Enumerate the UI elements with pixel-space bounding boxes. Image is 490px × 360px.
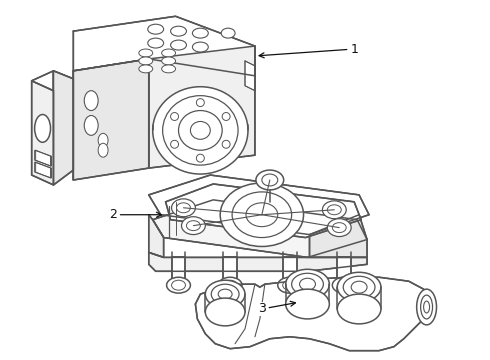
Ellipse shape <box>98 133 108 147</box>
Ellipse shape <box>181 217 205 235</box>
Polygon shape <box>149 252 367 271</box>
Ellipse shape <box>193 42 208 52</box>
Ellipse shape <box>176 203 191 213</box>
Ellipse shape <box>322 201 346 219</box>
Polygon shape <box>283 257 296 282</box>
Ellipse shape <box>139 65 153 73</box>
Ellipse shape <box>420 295 433 319</box>
Polygon shape <box>149 46 255 168</box>
Polygon shape <box>337 257 351 282</box>
Ellipse shape <box>220 183 303 247</box>
Ellipse shape <box>211 284 239 304</box>
Ellipse shape <box>424 301 430 313</box>
Ellipse shape <box>35 114 50 142</box>
Ellipse shape <box>139 49 153 57</box>
Ellipse shape <box>205 280 245 308</box>
Polygon shape <box>74 59 149 180</box>
Ellipse shape <box>222 113 230 121</box>
Ellipse shape <box>262 174 278 186</box>
Polygon shape <box>196 277 427 351</box>
Ellipse shape <box>256 170 284 190</box>
Ellipse shape <box>84 91 98 111</box>
Ellipse shape <box>292 273 323 295</box>
Polygon shape <box>35 150 51 166</box>
Ellipse shape <box>222 140 230 148</box>
Ellipse shape <box>162 57 175 65</box>
Polygon shape <box>53 71 74 185</box>
Ellipse shape <box>337 272 381 302</box>
Polygon shape <box>223 257 237 282</box>
Ellipse shape <box>148 24 164 34</box>
Ellipse shape <box>171 40 187 50</box>
Ellipse shape <box>416 289 437 325</box>
Ellipse shape <box>178 111 222 150</box>
Ellipse shape <box>232 192 292 238</box>
Ellipse shape <box>148 38 164 48</box>
Ellipse shape <box>98 143 108 157</box>
Ellipse shape <box>171 140 178 148</box>
Ellipse shape <box>286 289 329 319</box>
Ellipse shape <box>286 269 329 299</box>
Ellipse shape <box>187 221 200 231</box>
Ellipse shape <box>327 205 341 215</box>
Ellipse shape <box>139 57 153 65</box>
Ellipse shape <box>246 203 278 227</box>
Ellipse shape <box>193 28 208 38</box>
Polygon shape <box>32 81 53 185</box>
Ellipse shape <box>343 276 375 298</box>
Polygon shape <box>310 215 367 257</box>
Ellipse shape <box>162 65 175 73</box>
Text: 3: 3 <box>258 301 295 315</box>
Ellipse shape <box>283 280 296 290</box>
Ellipse shape <box>337 294 381 324</box>
Polygon shape <box>172 257 185 282</box>
Ellipse shape <box>332 223 346 233</box>
Polygon shape <box>166 184 361 238</box>
Ellipse shape <box>171 26 187 36</box>
Ellipse shape <box>351 281 367 293</box>
Ellipse shape <box>218 289 232 299</box>
Ellipse shape <box>218 277 242 293</box>
Text: 1: 1 <box>259 42 358 58</box>
Ellipse shape <box>278 277 301 293</box>
Ellipse shape <box>196 154 204 162</box>
Ellipse shape <box>196 99 204 107</box>
Polygon shape <box>149 175 369 235</box>
Polygon shape <box>32 71 74 91</box>
Ellipse shape <box>153 87 248 174</box>
Ellipse shape <box>337 280 351 290</box>
Polygon shape <box>245 61 255 91</box>
Ellipse shape <box>223 280 237 290</box>
Ellipse shape <box>172 280 185 290</box>
Ellipse shape <box>299 278 316 290</box>
Ellipse shape <box>327 219 351 237</box>
Polygon shape <box>153 200 367 257</box>
Ellipse shape <box>221 28 235 38</box>
Text: 2: 2 <box>109 208 161 221</box>
Ellipse shape <box>172 199 196 217</box>
Ellipse shape <box>332 277 356 293</box>
Ellipse shape <box>163 96 238 165</box>
Ellipse shape <box>171 113 178 121</box>
Ellipse shape <box>167 277 191 293</box>
Ellipse shape <box>162 49 175 57</box>
Ellipse shape <box>205 298 245 326</box>
Polygon shape <box>149 215 164 257</box>
Polygon shape <box>35 162 51 178</box>
Polygon shape <box>74 16 255 76</box>
Ellipse shape <box>191 121 210 139</box>
Ellipse shape <box>84 116 98 135</box>
